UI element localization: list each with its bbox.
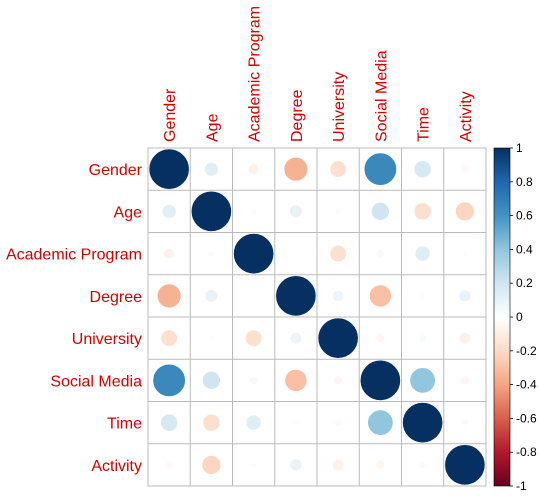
corr-circle-academic-program-university — [329, 245, 347, 263]
corr-circle-time-academic-program — [245, 414, 262, 431]
legend-tick-label: 0.4 — [516, 242, 533, 256]
column-label-age: Age — [204, 113, 221, 142]
corr-circle-social-media-age — [202, 371, 221, 390]
corr-circle-degree-age — [204, 289, 219, 303]
legend-tick-label: 1 — [516, 141, 523, 155]
corr-circle-time-social-media — [367, 409, 394, 436]
corr-circle-time-university — [334, 418, 342, 427]
corr-circle-gender-time — [413, 160, 432, 178]
legend-tick-label: -0.8 — [516, 445, 537, 459]
corr-circle-activity-social-media — [375, 460, 386, 470]
corr-circle-university-gender — [160, 329, 178, 347]
corr-circle-university-social-media — [375, 333, 386, 343]
column-label-gender: Gender — [162, 88, 179, 142]
corr-circle-age-time — [413, 202, 432, 221]
corr-circle-social-media-social-media — [359, 359, 401, 401]
corr-circle-activity-activity — [444, 444, 486, 486]
corr-circle-university-age — [208, 334, 215, 342]
column-label-degree: Degree — [289, 89, 306, 142]
corr-circle-academic-program-academic-program — [233, 233, 275, 275]
legend-tick-label: 0 — [516, 310, 523, 324]
legend-tick-label: -1 — [516, 479, 527, 493]
corr-circle-activity-academic-program — [250, 461, 257, 469]
corr-circle-academic-program-activity — [461, 250, 469, 257]
corr-circle-activity-time — [418, 461, 427, 469]
corr-circle-age-academic-program — [249, 207, 258, 216]
legend-tick-label: -0.6 — [516, 411, 537, 425]
row-label-activity: Activity — [91, 458, 142, 475]
corr-circle-social-media-university — [333, 375, 343, 386]
corr-circle-university-university — [317, 317, 359, 359]
row-label-social-media: Social Media — [50, 373, 142, 390]
corr-circle-age-social-media — [371, 202, 390, 221]
column-label-time: Time — [416, 107, 433, 142]
corr-circle-gender-gender — [148, 148, 190, 190]
column-label-academic-program: Academic Program — [247, 6, 264, 142]
corr-circle-social-media-time — [409, 367, 436, 394]
color-legend: 1 0.8 0.6 0.4 0.2 0 -0.2 -0.4 -0.6 -0.8 -1 — [493, 141, 537, 493]
column-label-social-media: Social Media — [373, 50, 390, 142]
corr-circle-degree-university — [332, 289, 345, 302]
corr-circle-academic-program-age — [207, 249, 216, 258]
corr-circle-university-time — [418, 334, 427, 342]
corr-circle-university-degree — [289, 332, 302, 345]
column-labels: Gender Age Academic Program Degree Universit… — [162, 6, 475, 142]
corr-circle-degree-time — [419, 292, 426, 300]
corr-circle-gender-academic-program — [248, 163, 260, 175]
legend-tick-label: 0.6 — [516, 209, 533, 223]
corr-circle-time-activity — [461, 418, 469, 427]
row-label-time: Time — [107, 416, 142, 433]
corr-circle-gender-degree — [283, 156, 309, 182]
corr-circle-social-media-gender — [152, 363, 186, 397]
corr-circle-university-activity — [458, 332, 471, 345]
legend-tick-label: 0.8 — [516, 175, 533, 189]
row-label-gender: Gender — [89, 162, 143, 179]
corr-circle-gender-university — [329, 160, 347, 178]
corr-circle-gender-social-media — [363, 152, 397, 186]
corr-circle-academic-program-time — [414, 245, 431, 262]
corr-circle-social-media-activity — [460, 375, 470, 386]
corr-circle-time-gender — [160, 413, 178, 432]
corr-circle-time-time — [402, 402, 444, 444]
corr-circle-university-academic-program — [245, 329, 263, 347]
corr-circle-activity-gender — [164, 460, 174, 470]
corr-circle-degree-activity — [458, 289, 472, 303]
corr-circle-academic-program-social-media — [376, 249, 385, 258]
corr-circle-social-media-degree — [284, 369, 308, 392]
corr-circle-age-age — [190, 190, 232, 232]
legend-tick-label: -0.2 — [516, 344, 537, 358]
corr-circle-degree-degree — [275, 275, 317, 317]
corr-circle-activity-degree — [289, 458, 303, 472]
row-label-university: University — [72, 331, 142, 348]
corr-circle-time-degree — [292, 419, 300, 426]
row-label-degree: Degree — [90, 289, 143, 306]
legend-tick-label: 0.2 — [516, 276, 533, 290]
correlation-circles — [148, 148, 486, 486]
corr-circle-degree-gender — [156, 283, 182, 309]
legend-color-bar — [493, 147, 511, 487]
corr-circle-social-media-academic-program — [249, 376, 258, 385]
row-labels: Gender Age Academic Program Degree Universit… — [6, 162, 143, 475]
corr-circle-age-activity — [455, 201, 475, 222]
row-label-academic-program: Academic Program — [6, 247, 142, 264]
corr-circle-degree-social-media — [369, 284, 392, 308]
corr-circle-age-university — [334, 208, 342, 215]
corr-circle-academic-program-gender — [163, 248, 175, 260]
corr-circle-gender-activity — [460, 164, 470, 174]
corr-circle-activity-age — [201, 455, 222, 475]
row-label-age: Age — [114, 204, 143, 221]
corr-circle-gender-age — [204, 161, 219, 177]
legend-tick-label: -0.4 — [516, 378, 537, 392]
corr-circle-time-age — [202, 413, 221, 432]
column-label-university: University — [331, 72, 348, 142]
corr-circle-age-gender — [161, 204, 177, 219]
corr-circle-activity-university — [332, 458, 345, 471]
corr-circle-age-degree — [289, 204, 303, 219]
column-label-activity: Activity — [458, 91, 475, 142]
